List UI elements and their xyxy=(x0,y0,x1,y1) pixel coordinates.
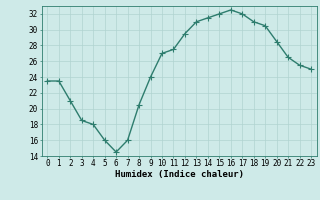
X-axis label: Humidex (Indice chaleur): Humidex (Indice chaleur) xyxy=(115,170,244,179)
